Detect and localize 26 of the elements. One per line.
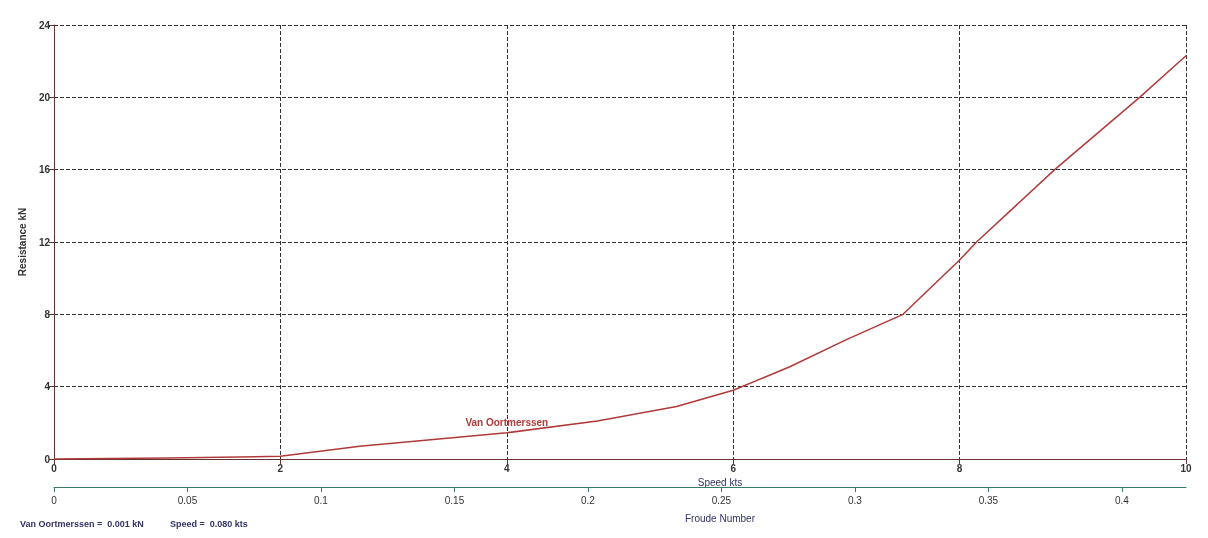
x-tick-label: 6: [730, 462, 737, 474]
y-axis-title: Resistance kN: [17, 207, 29, 277]
x2-tick-label: 0.15: [444, 494, 465, 506]
x2-tick-label: 0.25: [711, 494, 732, 506]
x2-tick-label: 0.2: [581, 494, 596, 506]
x2-axis-title: Froude Number: [684, 512, 756, 524]
y-tick-label: 0: [44, 453, 51, 465]
y-tick-label: 4: [44, 381, 51, 393]
x-tick-label: 8: [956, 462, 963, 474]
text: Speed = 0.080 kts: [170, 518, 248, 529]
series-label: Van Oortmerssen: [465, 417, 549, 429]
y-tick-label: 20: [38, 91, 51, 103]
x-axis-title: Speed kts: [697, 477, 743, 489]
x2-tick-label: 0.1: [314, 494, 329, 506]
x2-tick-label: 0.05: [177, 494, 198, 506]
y-tick-label: 16: [38, 164, 51, 176]
x2-tick-label: 0.3: [847, 494, 863, 506]
x-tick-label: 4: [504, 462, 511, 474]
x2-tick-label: 0.4: [1114, 494, 1130, 506]
x-tick-label: 10: [1180, 462, 1192, 474]
y-tick-label: 24: [38, 19, 51, 31]
y-tick-label: 8: [44, 308, 51, 320]
x-tick-label: 2: [277, 462, 284, 474]
x2-tick-label: 0.35: [978, 494, 999, 506]
y-tick-label: 12: [38, 236, 51, 248]
text: Van Oortmerssen = 0.001 kN: [20, 518, 144, 529]
